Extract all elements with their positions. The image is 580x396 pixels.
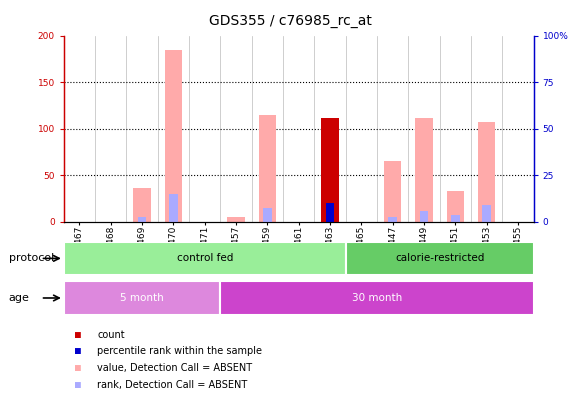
- Bar: [64, 242, 346, 275]
- Text: calorie-restricted: calorie-restricted: [395, 253, 484, 263]
- Text: rank, Detection Call = ABSENT: rank, Detection Call = ABSENT: [97, 379, 248, 390]
- Text: 5 month: 5 month: [120, 293, 164, 303]
- Text: control fed: control fed: [176, 253, 233, 263]
- Text: GDS355 / c76985_rc_at: GDS355 / c76985_rc_at: [209, 14, 371, 28]
- Text: count: count: [97, 329, 125, 340]
- Bar: [326, 203, 334, 222]
- Bar: [263, 208, 271, 222]
- Bar: [451, 215, 459, 222]
- Bar: [133, 188, 151, 222]
- Text: ■: ■: [75, 346, 81, 356]
- Text: protocol: protocol: [9, 253, 54, 263]
- Bar: [346, 242, 534, 275]
- Text: ■: ■: [75, 379, 81, 390]
- Text: value, Detection Call = ABSENT: value, Detection Call = ABSENT: [97, 363, 252, 373]
- Bar: [64, 281, 220, 315]
- Bar: [169, 194, 177, 222]
- Text: 30 month: 30 month: [352, 293, 402, 303]
- Text: ■: ■: [75, 363, 81, 373]
- Bar: [220, 281, 534, 315]
- Bar: [259, 115, 276, 222]
- Bar: [478, 122, 495, 222]
- Bar: [321, 118, 339, 222]
- Bar: [138, 217, 146, 222]
- Bar: [384, 161, 401, 222]
- Bar: [165, 50, 182, 222]
- Bar: [483, 205, 491, 222]
- Text: percentile rank within the sample: percentile rank within the sample: [97, 346, 262, 356]
- Text: age: age: [9, 293, 30, 303]
- Bar: [227, 217, 245, 222]
- Bar: [420, 211, 428, 222]
- Bar: [389, 217, 397, 222]
- Text: ■: ■: [75, 329, 81, 340]
- Bar: [415, 118, 433, 222]
- Bar: [447, 191, 464, 222]
